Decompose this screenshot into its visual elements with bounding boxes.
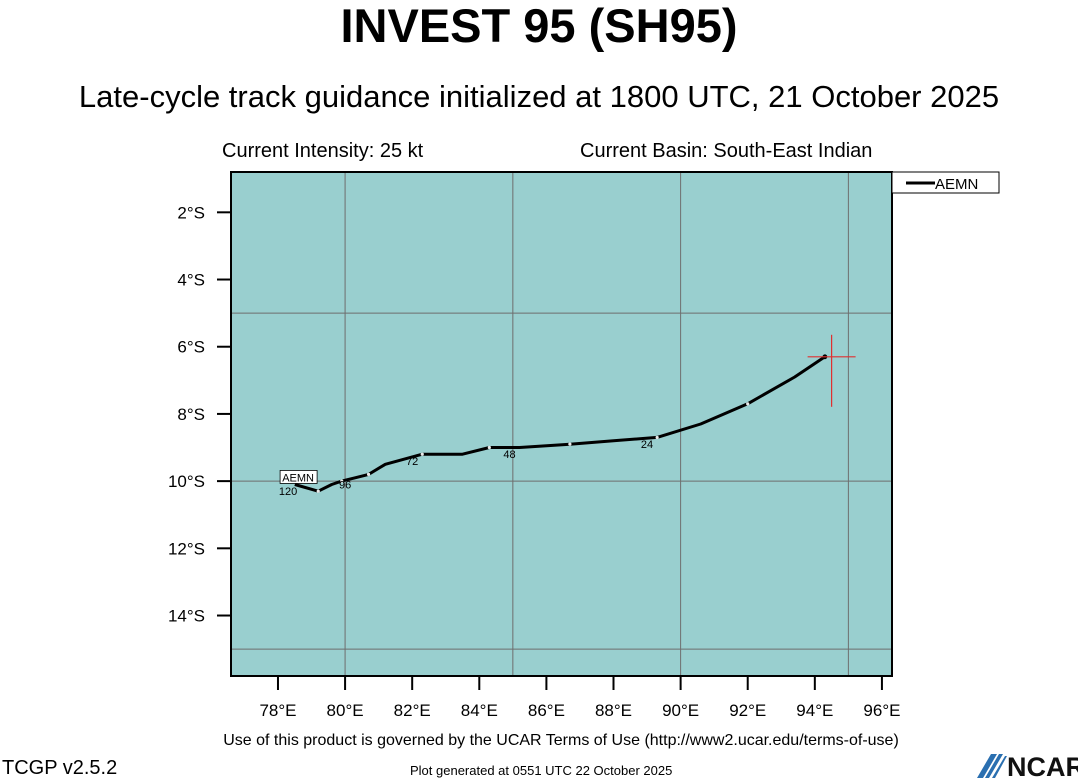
forecast-hour-label: 96 (339, 479, 351, 491)
grid-lines (231, 172, 892, 676)
track-point (568, 442, 572, 446)
track-line (294, 355, 826, 493)
legend: AEMN (891, 171, 1000, 194)
track-point (316, 489, 320, 493)
current-basin: Current Basin: South-East Indian (580, 140, 873, 162)
y-tick-label: 2°S (177, 203, 205, 222)
x-tick-label: 92°E (729, 701, 766, 720)
x-tick-label: 80°E (327, 701, 364, 720)
version-label: TCGP v2.5.2 (2, 757, 118, 779)
generated-timestamp: Plot generated at 0551 UTC 22 October 20… (410, 763, 673, 778)
y-tick-label: 6°S (177, 338, 205, 357)
ncar-logo-icon (977, 754, 1007, 778)
chart-subtitle: Late-cycle track guidance initialized at… (78, 79, 1000, 114)
y-tick-label: 14°S (168, 607, 205, 626)
x-tick-label: 94°E (796, 701, 833, 720)
x-tick-label: 88°E (595, 701, 632, 720)
track-point (746, 402, 750, 406)
x-tick-label: 96°E (863, 701, 900, 720)
y-tick-label: 8°S (177, 405, 205, 424)
x-tick-label: 84°E (461, 701, 498, 720)
legend-box (891, 171, 1000, 194)
forecast-hour-label: 24 (641, 439, 653, 451)
y-tick-label: 12°S (168, 539, 205, 558)
current-intensity: Current Intensity: 25 kt (222, 140, 424, 162)
track-point (366, 472, 371, 476)
model-tag-box (279, 470, 318, 484)
current-position-layer (807, 334, 856, 407)
track-point (655, 435, 659, 440)
x-tick-label: 86°E (528, 701, 565, 720)
ocean-background (231, 172, 892, 676)
model-tag: AEMN (282, 472, 314, 484)
forecast-hour-label: 48 (503, 449, 515, 461)
forecast-hour-label: 120 (279, 486, 297, 498)
track-point (487, 445, 491, 450)
map-frame (230, 171, 893, 677)
x-tick-label: 90°E (662, 701, 699, 720)
ncar-logo-text: NCAR (1007, 752, 1078, 782)
x-tick-label: 82°E (394, 701, 431, 720)
axis-ticks: 78°E 80°E 82°E 84°E 86°E 88°E 90°E 92°E 94°E 96°E… (168, 203, 901, 720)
forecast-hour-label: 72 (406, 456, 418, 468)
y-tick-label: 10°S (168, 472, 205, 491)
y-tick-label: 4°S (177, 271, 205, 290)
track-point (420, 452, 424, 456)
legend-entry: AEMN (935, 176, 978, 193)
forecast-track: 24 48 72 96 120 AEMN (279, 354, 828, 498)
terms-of-use: Use of this product is governed by the U… (223, 732, 899, 749)
x-tick-label: 78°E (259, 701, 296, 720)
track-point (340, 479, 344, 483)
chart-title: INVEST 95 (SH95) (340, 0, 738, 52)
